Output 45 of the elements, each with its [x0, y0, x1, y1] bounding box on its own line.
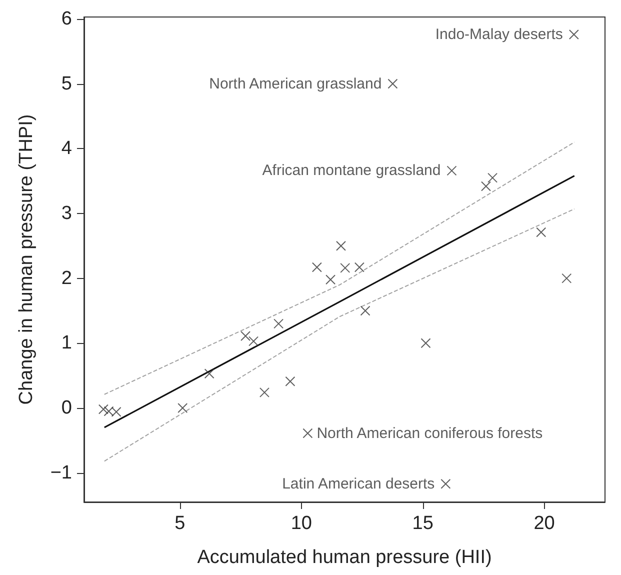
point — [248, 336, 259, 346]
y-tick-label: 5 — [61, 73, 72, 94]
point — [326, 274, 336, 285]
point — [312, 262, 322, 272]
point — [274, 318, 284, 329]
y-tick-label: 3 — [61, 202, 72, 224]
annotation: North American grassland — [209, 75, 382, 92]
point — [536, 227, 546, 238]
y-tick-label: 6 — [61, 8, 72, 30]
annotation: Indo-Malay deserts — [435, 26, 563, 44]
point — [259, 387, 270, 398]
point — [488, 172, 498, 183]
x-tick-label: 10 — [290, 513, 312, 534]
point — [111, 406, 122, 417]
point — [354, 262, 364, 272]
annotation: Latin American deserts — [282, 475, 435, 492]
point — [568, 30, 579, 40]
point — [480, 181, 491, 192]
point — [98, 404, 108, 414]
y-axis-title: Change in human pressure (THPI) — [16, 114, 37, 405]
point — [340, 262, 350, 273]
y-tick-label: 2 — [61, 268, 72, 289]
x-tick-label: 15 — [412, 513, 434, 534]
point — [446, 166, 457, 176]
point — [562, 273, 572, 284]
annotation: African montane grassland — [262, 162, 441, 180]
y-tick-label: −1 — [50, 462, 72, 484]
x-tick-label: 20 — [534, 513, 555, 534]
point — [302, 428, 313, 438]
point — [240, 331, 251, 342]
point — [204, 368, 214, 379]
point — [104, 406, 114, 416]
y-tick-label: 1 — [61, 332, 72, 354]
y-tick-label: 4 — [61, 138, 72, 160]
x-axis-title: Accumulated human pressure (HII) — [197, 547, 492, 568]
point — [360, 306, 370, 316]
annotation: North American coniferous forests — [316, 424, 543, 442]
point — [388, 78, 398, 89]
y-tick-label: 0 — [61, 397, 72, 418]
x-tick-label: 5 — [174, 513, 186, 534]
point — [420, 338, 431, 348]
point — [178, 402, 188, 413]
point — [336, 240, 346, 251]
point — [285, 376, 296, 386]
point — [440, 478, 451, 489]
